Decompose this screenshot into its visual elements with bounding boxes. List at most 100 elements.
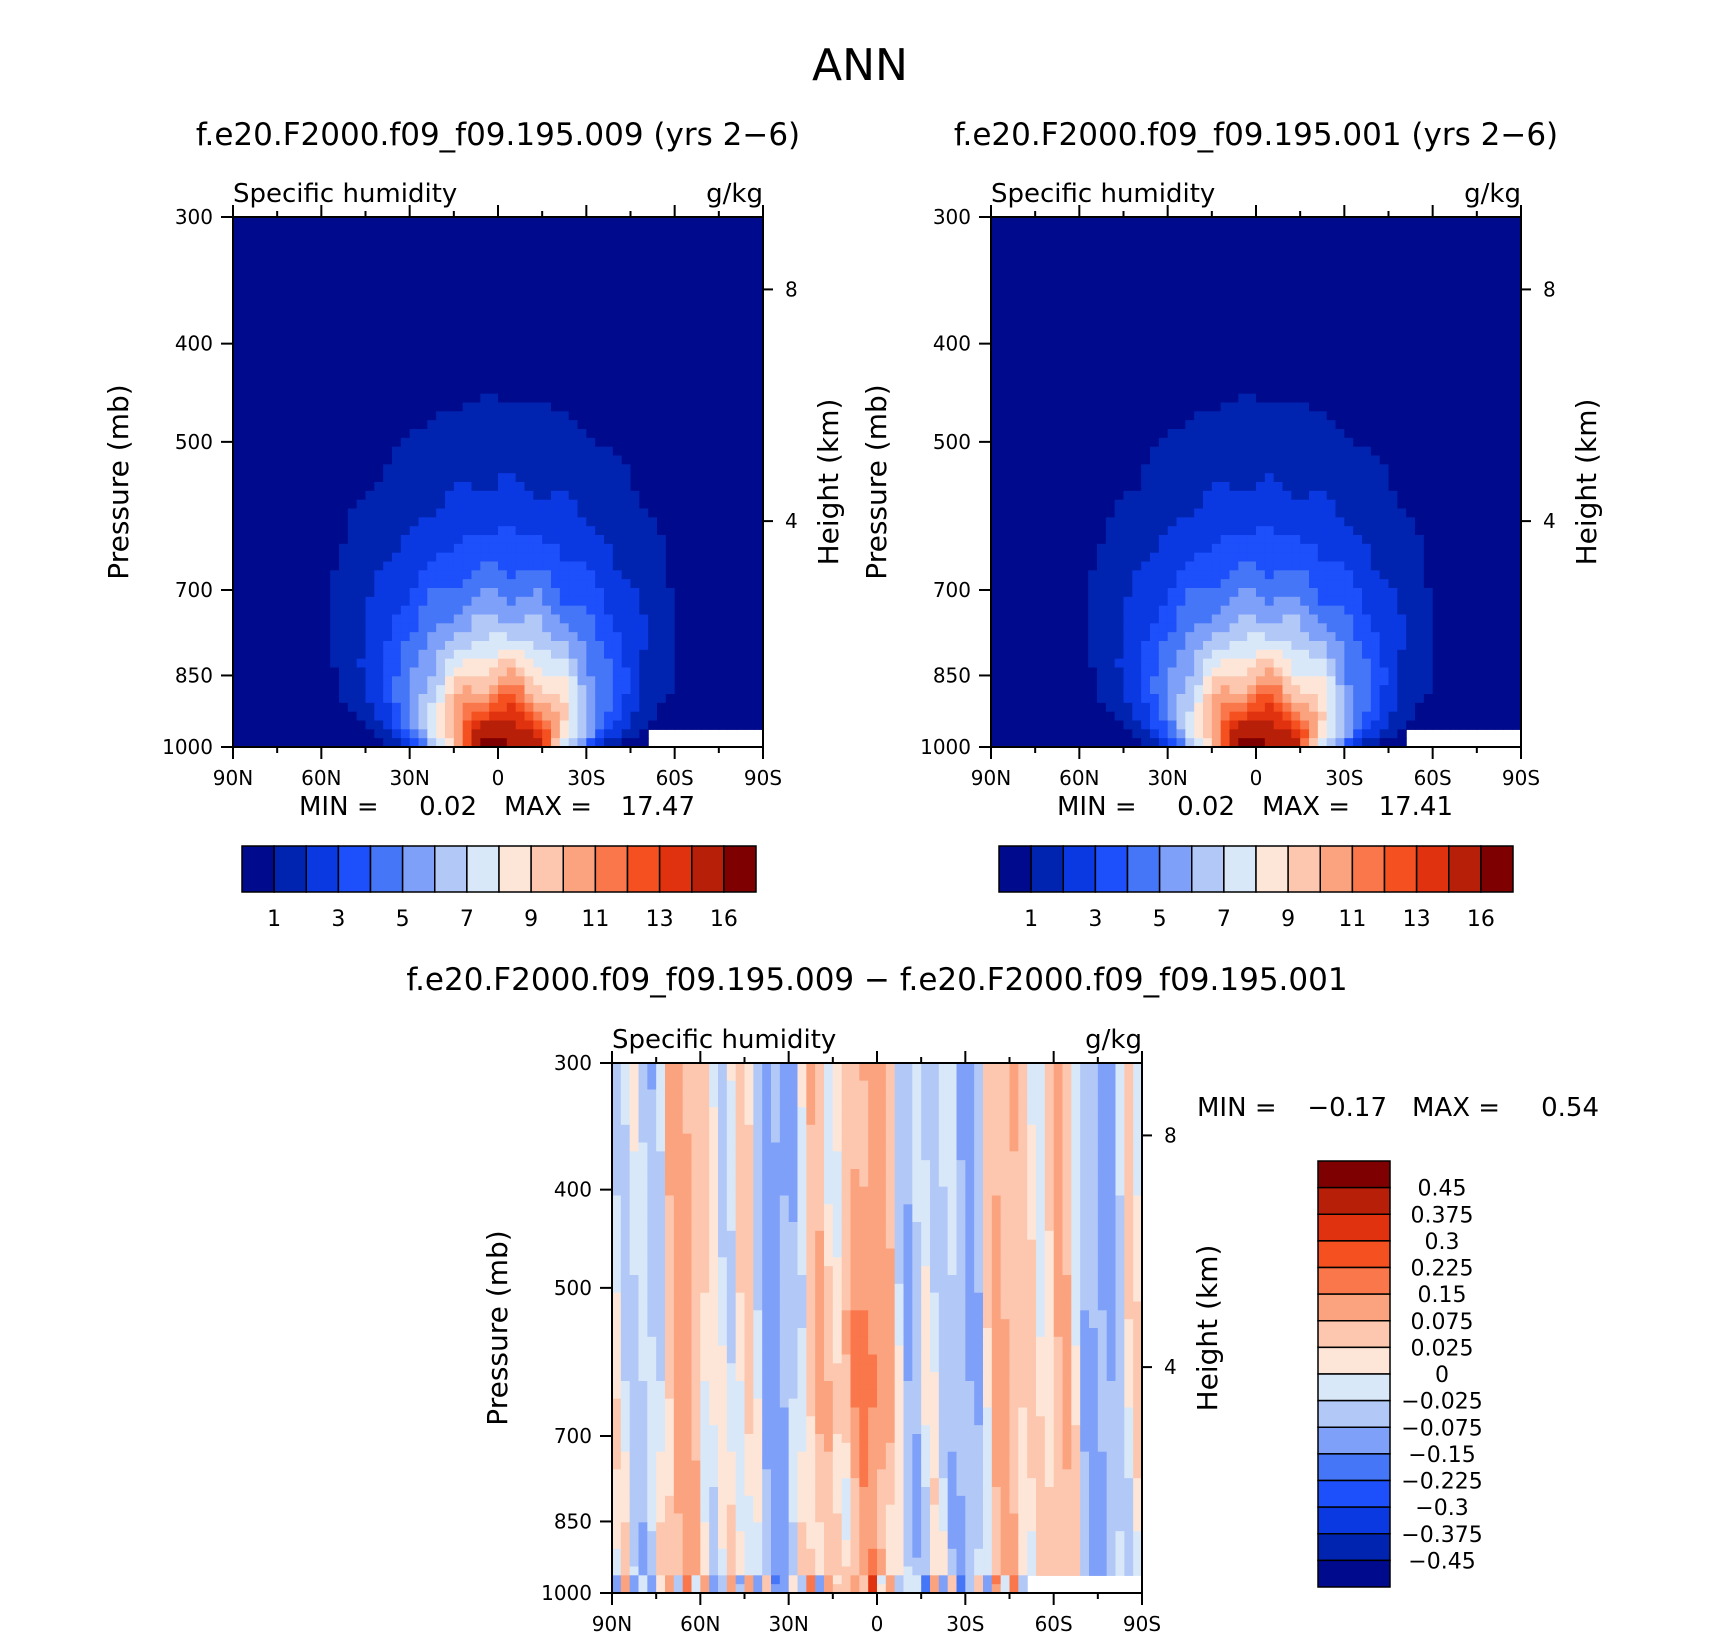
case1-field-cell — [657, 720, 667, 730]
case1-field-cell — [648, 720, 658, 730]
case1-field-cell — [427, 270, 437, 280]
case1-field-cell — [559, 411, 570, 421]
case1-field-cell — [524, 446, 534, 457]
case1-field-cell — [718, 384, 729, 395]
case1-field-cell — [648, 658, 658, 669]
case1-field-cell — [745, 694, 755, 704]
case1-field-cell — [356, 641, 367, 651]
case1-field-cell — [727, 446, 738, 457]
case1-field-cell — [586, 649, 596, 660]
case1-field-cell — [392, 340, 402, 351]
case1-field-cell — [330, 252, 340, 262]
case1-field-cell — [568, 437, 579, 448]
case1-field-cell — [674, 543, 685, 554]
case1-field-cell — [445, 588, 455, 598]
case2-field-cell — [1105, 261, 1116, 271]
case1-field-cell — [559, 490, 570, 501]
panel-case1: f.e20.F2000.f09_f09.195.009 (yrs 2−6)Spe… — [102, 117, 845, 932]
case1-field-cell — [347, 261, 358, 271]
case1-field-cell — [506, 234, 517, 245]
case1-field-cell — [356, 314, 367, 324]
case1-field-cell — [268, 367, 278, 377]
case1-field-cell — [515, 588, 526, 598]
case1-field-cell — [692, 411, 702, 421]
case1-field-cell — [241, 649, 252, 660]
case1-field-cell — [727, 579, 738, 589]
case2-field-cell — [1300, 323, 1310, 333]
case1-field-cell — [277, 649, 287, 660]
case1-field-cell — [595, 623, 605, 633]
case2-field-cell — [1300, 305, 1310, 315]
case2-field-cell — [1370, 278, 1381, 289]
case1-field-cell — [409, 579, 420, 589]
case1-field-cell — [515, 490, 526, 501]
case1-field-cell — [506, 314, 517, 324]
case2-field-cell — [1476, 349, 1487, 359]
case1-field-cell — [718, 685, 729, 695]
case1-field-cell — [551, 323, 561, 333]
case1-field-cell — [259, 349, 269, 359]
case1-field-cell — [250, 420, 261, 430]
case1-field-cell — [480, 252, 490, 262]
case1-field-cell — [365, 411, 375, 421]
case1-field-cell — [542, 411, 552, 421]
case1-field-cell — [542, 499, 552, 510]
case1-field-cell — [568, 535, 579, 545]
case1-field-cell — [657, 464, 667, 474]
case1-field-cell — [286, 455, 296, 465]
case1-field-cell — [515, 225, 526, 236]
case2-field-cell — [1194, 278, 1204, 289]
case2-field-cell — [1503, 358, 1513, 368]
case1-field-cell — [542, 225, 552, 236]
case2-field-cell — [1150, 234, 1160, 245]
case1-field-cell — [595, 517, 605, 527]
case2-field-cell — [1335, 225, 1345, 236]
case1-field-cell — [612, 490, 623, 501]
case1-field-cell — [365, 446, 375, 457]
case1-field-cell — [445, 667, 455, 677]
case2-field-cell — [1176, 384, 1186, 395]
case1-field-cell — [312, 437, 322, 448]
case1-field-cell — [471, 685, 481, 695]
case1-field-cell — [489, 526, 499, 536]
case2-field-cell — [1035, 314, 1045, 324]
case1-field-cell — [657, 570, 667, 580]
case1-field-cell — [630, 340, 640, 351]
case2-field-cell — [1273, 252, 1284, 262]
case1-field-cell — [718, 535, 729, 545]
case1-field-cell — [498, 552, 508, 563]
case1-field-cell — [701, 393, 711, 404]
case1-field-cell — [303, 225, 314, 236]
case2-field-cell — [1441, 225, 1451, 236]
case1-field-cell — [745, 649, 755, 660]
case1-field-cell — [604, 561, 614, 571]
case1-field-cell — [471, 535, 481, 545]
case1-field-cell — [665, 411, 676, 421]
case1-field-cell — [374, 278, 384, 289]
case1-field-cell — [551, 384, 561, 395]
case1-field-cell — [303, 358, 314, 368]
case1-field-cell — [665, 225, 676, 236]
case1-field-cell — [506, 720, 517, 730]
case2-field-cell — [1158, 305, 1169, 315]
case1-field-cell — [701, 570, 711, 580]
case1-field-cell — [233, 720, 243, 730]
case1-field-cell — [365, 455, 375, 465]
case1-field-cell — [559, 526, 570, 536]
case2-field-cell — [1450, 367, 1460, 377]
case1-colorbar-box — [241, 845, 275, 893]
case1-field-cell — [268, 490, 278, 501]
case2-field-cell — [1008, 393, 1019, 404]
case1-field-cell — [400, 473, 411, 483]
case1-field-cell — [268, 579, 278, 589]
case1-field-cell — [303, 605, 314, 616]
case1-field-cell — [418, 437, 428, 448]
case1-field-cell — [462, 588, 473, 598]
case1-field-cell — [453, 367, 464, 377]
case1-field-cell — [233, 384, 243, 395]
case1-field-cell — [268, 296, 278, 306]
case2-field-cell — [1097, 340, 1107, 351]
case1-field-cell — [480, 694, 490, 704]
case2-field-cell — [1256, 393, 1266, 404]
case1-field-cell — [718, 314, 729, 324]
